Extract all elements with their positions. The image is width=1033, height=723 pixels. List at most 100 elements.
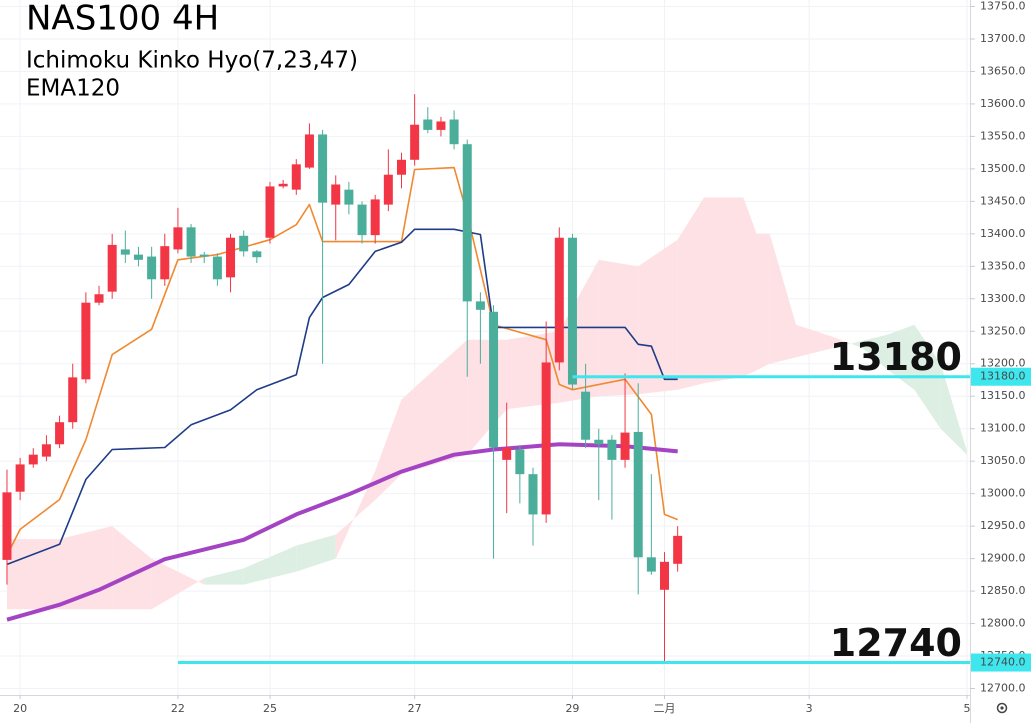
candle-body [239, 235, 249, 252]
x-tick-label: 27 [408, 702, 422, 715]
level-badge [971, 653, 1031, 672]
cloud-segment [296, 534, 336, 572]
candle-body [28, 454, 38, 465]
cloud-segment [151, 558, 205, 610]
x-tick-label: 3 [806, 702, 813, 715]
cloud-segment [743, 197, 757, 377]
cloud-segment [506, 331, 560, 410]
candle-body [15, 464, 25, 492]
y-tick-label: 13450.0 [980, 194, 1026, 207]
candle-body [528, 474, 538, 515]
y-tick-label: 12850.0 [980, 584, 1026, 597]
cloud-segment [243, 545, 297, 585]
candle-body [370, 199, 380, 236]
candle-body [41, 444, 51, 457]
candle-body [304, 134, 314, 168]
candle-body [462, 144, 472, 302]
candle-body [81, 302, 91, 380]
candle-body [186, 227, 196, 257]
candle-body [383, 174, 393, 205]
candle-body [252, 251, 262, 258]
indicator-label: Ichimoku Kinko Hyo(7,23,47) [26, 48, 358, 74]
candle-body [449, 119, 459, 145]
y-tick-label: 13300.0 [980, 292, 1026, 305]
candle-body [147, 256, 157, 280]
candles [2, 94, 683, 663]
y-tick-label: 13150.0 [980, 389, 1026, 402]
y-tick-label: 13000.0 [980, 487, 1026, 500]
cloud-segment [861, 334, 889, 371]
candle-body [318, 134, 328, 203]
cloud-segment [335, 470, 376, 559]
candle-body [357, 204, 367, 236]
candle-body [541, 362, 551, 515]
candle-body [68, 377, 78, 423]
candle-body [436, 121, 446, 130]
candle-body [594, 439, 604, 445]
candle-body [120, 249, 130, 255]
x-tick-label: 5 [963, 702, 970, 715]
candle-body [173, 227, 183, 250]
y-tick-label: 12800.0 [980, 617, 1026, 630]
candle-body [607, 439, 617, 460]
y-tick-label: 13550.0 [980, 129, 1026, 142]
cloud-segment [769, 233, 797, 364]
settings-icon[interactable] [996, 702, 1008, 714]
candle-body [278, 183, 288, 187]
level-badge-label: 13180.0 [980, 370, 1026, 383]
candle-body [199, 254, 209, 257]
cloud-segment [796, 324, 836, 358]
y-tick-label: 13400.0 [980, 227, 1026, 240]
candle-body [673, 535, 683, 564]
candle-body [226, 237, 236, 278]
level-label: 12740 [830, 621, 962, 665]
candle-body [646, 557, 656, 572]
candle-body [423, 119, 433, 130]
y-tick-label: 13350.0 [980, 259, 1026, 272]
candle-body [2, 492, 12, 560]
candle-body [489, 311, 499, 448]
level-badge [971, 367, 1031, 386]
candle-body [633, 431, 643, 558]
cloud-segment [835, 337, 849, 348]
indicator-label: EMA120 [26, 76, 120, 102]
level-label: 13180 [830, 335, 962, 379]
y-tick-label: 13200.0 [980, 357, 1026, 370]
cloud-segment [677, 197, 704, 390]
candle-body [515, 449, 525, 475]
cloud-segment [638, 239, 678, 395]
cloud-segment [6, 539, 60, 610]
candle-body [133, 254, 143, 260]
candle-body [331, 184, 341, 205]
indicator-line [6, 228, 678, 566]
y-tick-label: 12950.0 [980, 519, 1026, 532]
y-tick-label: 12700.0 [980, 682, 1026, 695]
candle-body [160, 246, 170, 280]
candle-body [107, 244, 117, 292]
cloud-segment [112, 526, 152, 610]
y-tick-label: 13050.0 [980, 454, 1026, 467]
candle-body [396, 159, 406, 175]
cloud-segment [848, 341, 862, 348]
y-tick-label: 13650.0 [980, 64, 1026, 77]
y-tick-label: 13250.0 [980, 324, 1026, 337]
y-tick-label: 13750.0 [980, 0, 1026, 12]
candle-body [212, 256, 222, 280]
candle-body [410, 124, 420, 160]
levels: 13180 12740 [177, 335, 970, 665]
x-tick-label: 二月 [654, 702, 676, 715]
candle-body [475, 301, 485, 310]
candle-body [291, 164, 301, 190]
cloud-segment [940, 363, 967, 455]
y-tick-label: 13500.0 [980, 162, 1026, 175]
x-tick-label: 25 [263, 702, 277, 715]
candle-body [567, 237, 577, 385]
cloud-segment [204, 568, 244, 585]
candle-body [94, 294, 104, 303]
y-tick-label: 12900.0 [980, 552, 1026, 565]
y-tick-label: 13600.0 [980, 97, 1026, 110]
cloud-segment [756, 233, 770, 371]
x-tick-label: 22 [171, 702, 185, 715]
candle-body [660, 561, 670, 590]
